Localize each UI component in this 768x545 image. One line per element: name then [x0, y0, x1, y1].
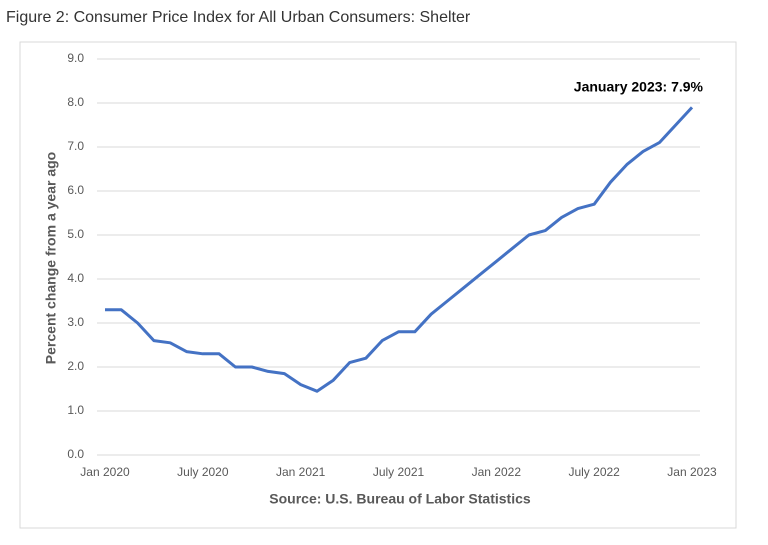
- y-tick-label: 7.0: [67, 139, 84, 153]
- data-line: [105, 106, 694, 393]
- x-tick-label: July 2022: [568, 465, 620, 479]
- y-tick-label: 5.0: [67, 227, 84, 241]
- y-tick-label: 2.0: [67, 359, 84, 373]
- y-tick-label: 9.0: [67, 51, 84, 65]
- y-tick-label: 3.0: [67, 315, 84, 329]
- x-tick-label: July 2021: [373, 465, 425, 479]
- x-tick-label: Jan 2023: [667, 465, 717, 479]
- chart-frame: [19, 41, 737, 529]
- x-axis-label: Source: U.S. Bureau of Labor Statistics: [269, 491, 531, 507]
- x-tick-label: July 2020: [177, 465, 229, 479]
- y-tick-label: 0.0: [67, 447, 84, 461]
- y-tick-label: 6.0: [67, 183, 84, 197]
- y-tick-label: 1.0: [67, 403, 84, 417]
- annotation: January 2023: 7.9%: [574, 79, 704, 95]
- x-tick-label: Jan 2021: [276, 465, 326, 479]
- y-tick-label: 4.0: [67, 271, 84, 285]
- x-tick-label: Jan 2022: [472, 465, 522, 479]
- y-tick-label: 8.0: [67, 95, 84, 109]
- x-tick-label: Jan 2020: [80, 465, 130, 479]
- y-axis-label: Percent change from a year ago: [43, 152, 59, 364]
- chart-title: Figure 2: Consumer Price Index for All U…: [6, 9, 471, 26]
